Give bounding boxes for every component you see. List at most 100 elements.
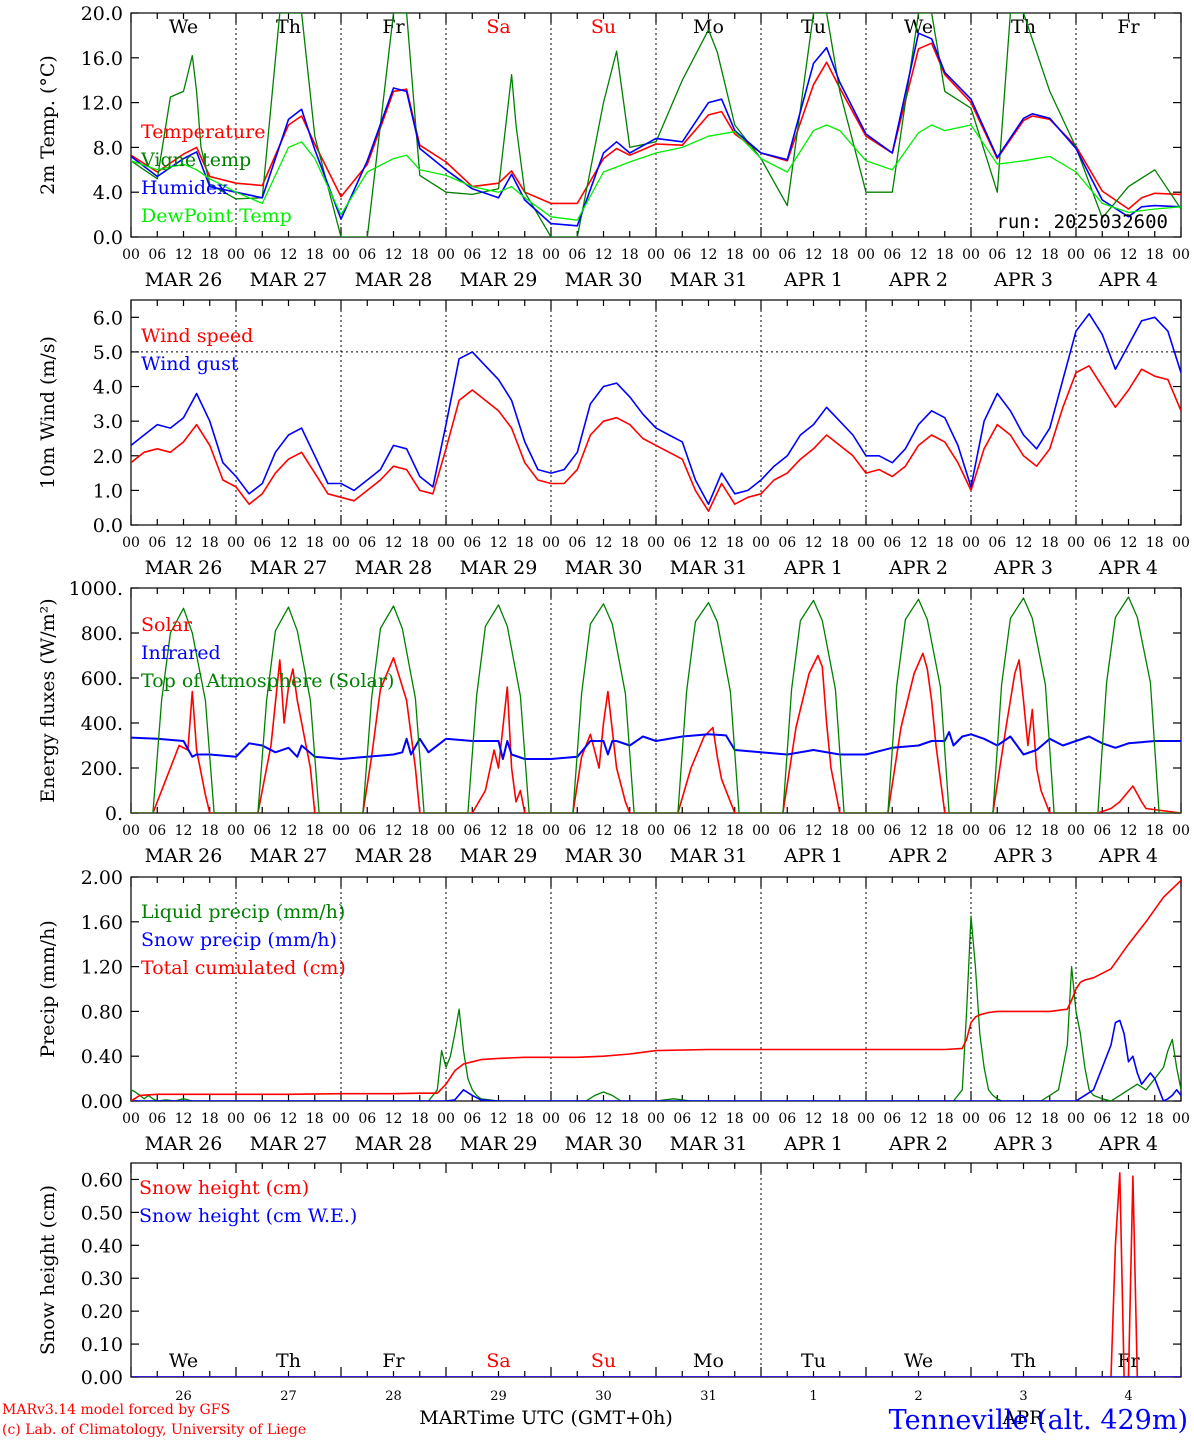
- y-tick-label: 8.0: [93, 137, 123, 159]
- y-tick-label: 2.00: [81, 867, 123, 889]
- hour-tick-label: 00: [227, 247, 245, 263]
- hour-tick-label: 00: [962, 1111, 980, 1127]
- hour-tick-label: 18: [306, 823, 324, 839]
- hour-tick-label: 18: [1041, 247, 1059, 263]
- hour-tick-label: 18: [1146, 247, 1164, 263]
- hour-tick-label: 00: [332, 1111, 350, 1127]
- y-tick-label: 0.: [105, 803, 123, 825]
- day-number-label: 31: [700, 1389, 717, 1404]
- hour-tick-label: 12: [910, 1111, 928, 1127]
- hour-tick-label: 00: [1067, 247, 1085, 263]
- y-tick-label: 0.10: [81, 1334, 123, 1356]
- hour-tick-label: 18: [411, 535, 429, 551]
- hour-tick-label: 12: [700, 535, 718, 551]
- y-tick-label: 0.00: [81, 1367, 123, 1389]
- hour-tick-label: 12: [385, 247, 403, 263]
- hour-tick-label: 00: [332, 247, 350, 263]
- hour-tick-label: 00: [122, 247, 140, 263]
- hour-tick-label: 06: [988, 247, 1006, 263]
- date-label: MAR 31: [670, 845, 748, 867]
- hour-tick-label: 18: [726, 823, 744, 839]
- weekday-label: Sa: [486, 16, 510, 38]
- hour-tick-label: 18: [306, 247, 324, 263]
- legend-entry: Snow height (cm): [139, 1177, 309, 1199]
- hour-tick-label: 00: [437, 535, 455, 551]
- hour-tick-label: 18: [516, 247, 534, 263]
- y-tick-label: 2.0: [93, 446, 123, 468]
- hour-tick-label: 12: [490, 823, 508, 839]
- hour-tick-label: 06: [778, 535, 796, 551]
- date-label: MAR 26: [145, 845, 223, 867]
- weekday-label: Mo: [693, 1350, 724, 1372]
- hour-tick-label: 06: [358, 535, 376, 551]
- date-label: APR 4: [1098, 557, 1158, 579]
- hour-tick-label: 12: [175, 535, 193, 551]
- hour-tick-label: 06: [778, 1111, 796, 1127]
- hour-tick-label: 06: [148, 535, 166, 551]
- date-label: APR 4: [1098, 269, 1158, 291]
- panel-5: 0.00 0.10 0.20 0.30 0.40 0.50 0.60 Snow height …: [37, 1162, 1182, 1404]
- hour-tick-label: 18: [621, 247, 639, 263]
- y-tick-label: 1.0: [93, 480, 123, 502]
- date-label: APR 3: [993, 845, 1053, 867]
- legend-entry: Liquid precip (mm/h): [141, 901, 345, 923]
- date-label: MAR 29: [460, 269, 538, 291]
- date-label: MAR 31: [670, 1133, 748, 1155]
- hour-tick-label: 00: [1172, 247, 1190, 263]
- hour-tick-label: 18: [201, 1111, 219, 1127]
- hour-tick-label: 12: [595, 535, 613, 551]
- hour-tick-label: 12: [1015, 1111, 1033, 1127]
- legend-entry: Top of Atmosphere (Solar): [141, 670, 394, 692]
- panel-1: 0.0 4.0 8.0 12.0 16.0 20.0 2m Temp. (°C) 00 06 12…: [37, 3, 1190, 291]
- weekday-label: Mo: [693, 16, 724, 38]
- y-tick-label: 12.0: [81, 93, 123, 115]
- hour-tick-label: 12: [175, 247, 193, 263]
- hour-tick-label: 06: [148, 247, 166, 263]
- hour-tick-label: 12: [595, 1111, 613, 1127]
- hour-tick-label: 12: [910, 535, 928, 551]
- hour-tick-label: 12: [1120, 247, 1138, 263]
- hour-tick-label: 00: [122, 1111, 140, 1127]
- date-label: MAR 29: [460, 1133, 538, 1155]
- hour-tick-label: 18: [621, 1111, 639, 1127]
- day-number-label: 4: [1124, 1389, 1132, 1404]
- hour-tick-label: 12: [490, 247, 508, 263]
- hour-tick-label: 00: [962, 247, 980, 263]
- y-tick-label: 0.40: [81, 1235, 123, 1257]
- date-label: APR 4: [1098, 1133, 1158, 1155]
- date-label: MAR 29: [460, 845, 538, 867]
- hour-tick-label: 12: [700, 1111, 718, 1127]
- series-line-solar: [131, 652, 1181, 813]
- date-label: MAR 26: [145, 269, 223, 291]
- date-label: MAR 29: [460, 557, 538, 579]
- day-number-label: 3: [1019, 1389, 1027, 1404]
- hour-tick-label: 12: [1120, 1111, 1138, 1127]
- hour-tick-label: 12: [595, 247, 613, 263]
- day-number-label: 26: [175, 1389, 192, 1404]
- date-label: MAR 27: [250, 557, 328, 579]
- hour-tick-label: 00: [752, 823, 770, 839]
- hour-tick-label: 06: [358, 823, 376, 839]
- hour-tick-label: 18: [1146, 535, 1164, 551]
- series-line-humidex: [131, 32, 1181, 227]
- series-line-snow-precip-mm-h-: [131, 1019, 1181, 1101]
- series-line-wind-speed: [131, 364, 1181, 513]
- lab-credit: (c) Lab. of Climatology, University of L…: [2, 1422, 306, 1438]
- hour-tick-label: 00: [647, 823, 665, 839]
- weekday-label: Fr: [382, 16, 405, 38]
- hour-tick-label: 12: [280, 823, 298, 839]
- date-label: MAR 30: [565, 845, 643, 867]
- y-tick-label: 6.0: [93, 307, 123, 329]
- hour-tick-label: 06: [253, 1111, 271, 1127]
- date-label: APR 2: [888, 1133, 948, 1155]
- y-tick-label: 0.00: [81, 1091, 123, 1113]
- hour-tick-label: 06: [253, 247, 271, 263]
- hour-tick-label: 12: [700, 823, 718, 839]
- hour-tick-label: 12: [385, 535, 403, 551]
- hour-tick-label: 18: [1041, 535, 1059, 551]
- y-axis-title: Precip (mm/h): [37, 920, 59, 1058]
- hour-tick-label: 06: [1093, 247, 1111, 263]
- hour-tick-label: 00: [647, 1111, 665, 1127]
- hour-tick-label: 06: [988, 823, 1006, 839]
- y-tick-label: 4.0: [93, 182, 123, 204]
